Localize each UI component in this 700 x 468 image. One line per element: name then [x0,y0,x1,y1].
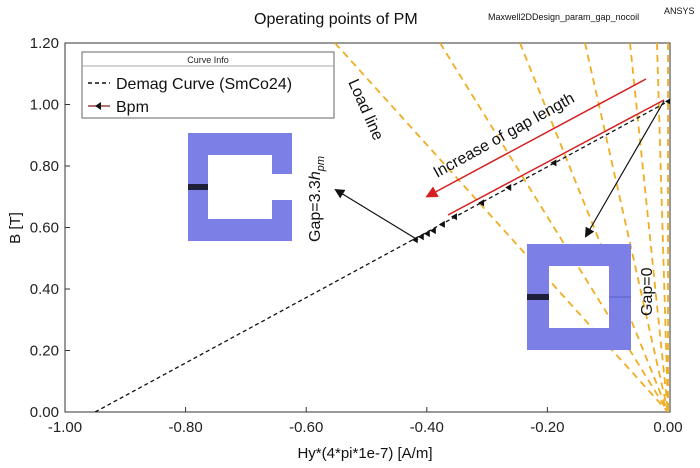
vendor-label: ANSYS [664,6,695,16]
increase-arrow-upper [425,78,647,198]
load-line-2 [439,43,669,412]
gap-zero-label: Gap=0 [639,267,656,316]
x-tick-label: -0.40 [410,419,444,436]
x-tick-label: -0.60 [289,419,323,436]
increase-arrow-lower [447,99,665,216]
bpm-point [417,233,424,241]
bpm-point [411,236,418,244]
legend-demag-label: Demag Curve (SmCo24) [116,76,292,93]
x-tick-label: -0.80 [168,419,202,436]
y-tick-label: 0.00 [30,404,59,421]
gap-zero-arrow [584,100,665,238]
bpm-point [438,220,445,228]
y-tick-label: 1.00 [30,97,59,114]
load-line-6 [656,43,669,412]
bpm-point [478,199,485,207]
y-axis-ticks: 0.00 0.20 0.40 0.60 0.80 1.00 1.20 [30,35,70,421]
zero-gap-magnet [527,294,549,300]
large-gap-magnet [188,184,208,190]
y-tick-label: 0.60 [30,220,59,237]
design-name: Maxwell2DDesign_param_gap_nocoil [488,12,639,22]
x-axis-label: Hy*(4*pi*1e-7) [A/m] [297,445,432,462]
legend-box [81,51,335,119]
bpm-point [665,98,670,105]
legend-title: Curve Info [187,55,229,65]
x-tick-label: -0.20 [530,419,564,436]
load-line-1 [334,43,669,412]
x-tick-label: -1.00 [48,419,82,436]
gap-large-label: Gap=3.3hpm [307,156,327,242]
chart-title: Operating points of PM [254,11,418,28]
y-tick-label: 0.20 [30,343,59,360]
y-tick-label: 1.20 [30,35,59,52]
series-layer [94,98,670,412]
legend-bpm-label: Bpm [116,99,149,116]
load-line-5 [629,43,669,412]
bpm-point [423,230,430,238]
demag-curve-line [94,100,669,412]
x-tick-label: 0.00 [653,419,682,436]
legend-bpm-marker [95,102,101,110]
large-gap-geometry [188,133,292,241]
gap-large-arrow [334,188,419,241]
y-tick-label: 0.40 [30,281,59,298]
y-axis-label: B [T] [7,212,24,244]
bpm-point [505,184,512,192]
zero-gap-geometry [527,244,631,350]
bpm-point [450,213,457,221]
bpm-point [429,227,436,235]
legend: Curve Info Demag Curve (SmCo24) Bpm [81,51,335,119]
large-gap-core [188,133,292,241]
x-axis-ticks: -1.00 -0.80 -0.60 -0.40 -0.20 0.00 [48,407,683,436]
bpm-point [550,159,557,167]
y-tick-label: 0.80 [30,158,59,175]
